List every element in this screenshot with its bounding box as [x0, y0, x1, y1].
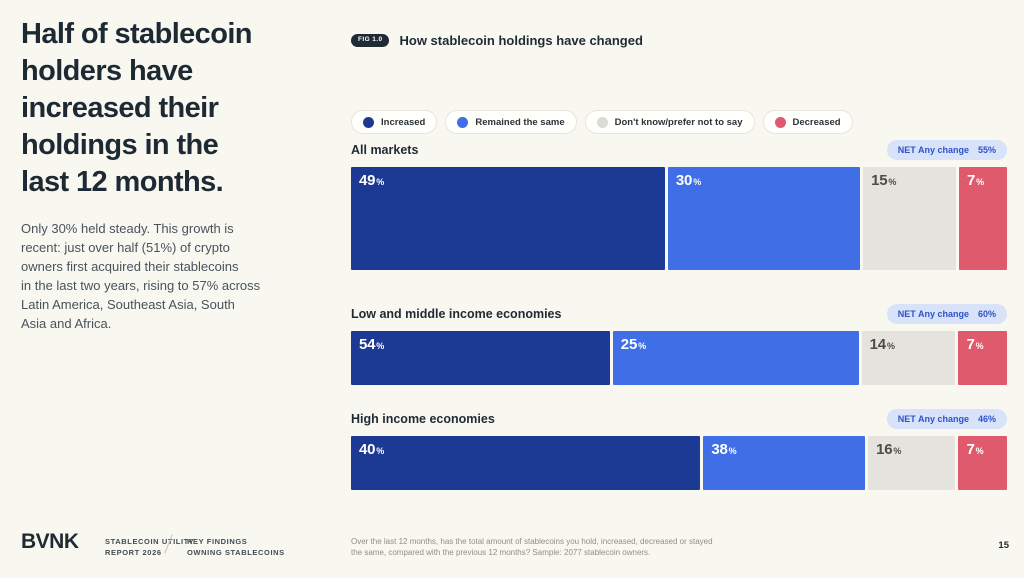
stacked-bar: 54% 25% 14% 7%: [351, 331, 1007, 385]
legend-item-label: Decreased: [792, 116, 841, 128]
bar-segment-unit: %: [693, 177, 701, 187]
bar-segment-value: 40%: [359, 441, 385, 458]
bar-segment-value: 7%: [966, 441, 984, 458]
bar-segment-value: 54%: [359, 336, 385, 353]
legend-item: Remained the same: [445, 110, 577, 134]
bar-segment: 15%: [863, 167, 956, 270]
figure-header: FIG 1.0 How stablecoin holdings have cha…: [351, 33, 1007, 48]
bar-segment-value: 25%: [620, 336, 646, 353]
bar-segment-unit: %: [728, 446, 737, 456]
legend-item: Decreased: [762, 110, 853, 134]
bar-segment-unit: %: [886, 341, 895, 351]
bar-segment-unit: %: [975, 446, 984, 456]
bar-segment: 40%: [351, 436, 701, 490]
intro-text: Only 30% held steady. This growth is rec…: [21, 221, 261, 331]
chart-row-label: High income economies: [351, 412, 495, 426]
bar-segment-unit: %: [893, 446, 902, 456]
footnote: Over the last 12 months, has the total a…: [351, 537, 713, 557]
legend-color-dot: [457, 116, 469, 128]
bar-segment-unit: %: [975, 341, 984, 351]
bar-segment: 25%: [612, 331, 859, 385]
net-change-label: NET Any change: [897, 145, 969, 155]
bvnk-logo: BVNK: [21, 530, 79, 553]
bar-segment-unit: %: [638, 341, 646, 351]
bar-segment-unit: %: [888, 177, 897, 187]
bar-segment: 16%: [868, 436, 956, 490]
chart-row-label: Low and middle income economies: [351, 307, 562, 321]
legend-item-label: Increased: [381, 116, 426, 128]
net-change-label: NET Any change: [897, 414, 969, 424]
chart-row: All markets NET Any change 55% 49% 30% 15%…: [351, 140, 1007, 270]
bar-segment: 7%: [958, 167, 1007, 270]
bar-segment-unit: %: [376, 341, 385, 351]
bar-segment-value: 7%: [966, 172, 984, 189]
footer-report-label: STABLECOIN UTILITY REPORT 2026: [105, 537, 195, 557]
net-change-value: 46%: [977, 414, 996, 424]
bar-segment: 14%: [861, 331, 956, 385]
chart-rows: All markets NET Any change 55% 49% 30% 15%…: [351, 140, 1007, 490]
left-panel: Half of stablecoin holders have increase…: [21, 16, 333, 333]
net-change-value: 60%: [977, 309, 996, 319]
legend-color-dot: [596, 116, 608, 128]
bar-segment: 7%: [958, 436, 1007, 490]
bar-segment-value: 38%: [711, 441, 737, 458]
bar-segment: 7%: [958, 331, 1007, 385]
figure-tag-badge: FIG 1.0: [351, 34, 390, 47]
bar-segment-unit: %: [376, 446, 385, 456]
chart-row-header: Low and middle income economies NET Any …: [351, 304, 1007, 324]
bar-segment-unit: %: [376, 177, 385, 187]
bar-segment-value: 15%: [871, 172, 897, 189]
chart-row: Low and middle income economies NET Any …: [351, 304, 1007, 385]
headline: Half of stablecoin holders have increase…: [21, 18, 253, 198]
bar-segment-value: 30%: [675, 172, 701, 189]
stacked-bar: 49% 30% 15% 7%: [351, 167, 1007, 270]
net-change-badge: NET Any change 46%: [886, 409, 1007, 429]
legend-color-dot: [774, 116, 786, 128]
bar-segment: 38%: [703, 436, 866, 490]
legend-item: Increased: [351, 110, 438, 134]
legend: Increased Remained the same Don't know/p…: [351, 110, 1007, 134]
chart-row: High income economies NET Any change 46%…: [351, 409, 1007, 490]
net-change-value: 55%: [977, 145, 996, 155]
bar-segment: 30%: [667, 167, 861, 270]
bar-segment-value: 16%: [876, 441, 902, 458]
bar-segment-unit: %: [976, 177, 984, 187]
net-change-label: NET Any change: [897, 309, 969, 319]
bar-segment-value: 49%: [359, 172, 385, 189]
stacked-bar: 40% 38% 16% 7%: [351, 436, 1007, 490]
bar-segment: 49%: [351, 167, 665, 270]
chart-row-header: All markets NET Any change 55%: [351, 140, 1007, 160]
net-change-badge: NET Any change 55%: [886, 140, 1007, 160]
legend-item: Don't know/prefer not to say: [584, 110, 755, 134]
chart-row-header: High income economies NET Any change 46%: [351, 409, 1007, 429]
figure-panel: FIG 1.0 How stablecoin holdings have cha…: [351, 33, 1007, 490]
bar-segment: 54%: [351, 331, 610, 385]
legend-color-dot: [363, 116, 374, 128]
figure-title: How stablecoin holdings have changed: [399, 33, 643, 48]
net-change-badge: NET Any change 60%: [886, 304, 1007, 324]
legend-item-label: Remained the same: [475, 116, 565, 128]
bar-segment-value: 14%: [869, 336, 895, 353]
footer: BVNK STABLECOIN UTILITY REPORT 2026 KEY …: [0, 530, 1024, 578]
bar-segment-value: 7%: [966, 336, 984, 353]
legend-item-label: Don't know/prefer not to say: [614, 116, 743, 128]
footer-section-label: KEY FINDINGS OWNING STABLECOINS: [187, 537, 285, 557]
page-number: 15: [998, 540, 1009, 551]
chart-row-label: All markets: [351, 143, 419, 157]
